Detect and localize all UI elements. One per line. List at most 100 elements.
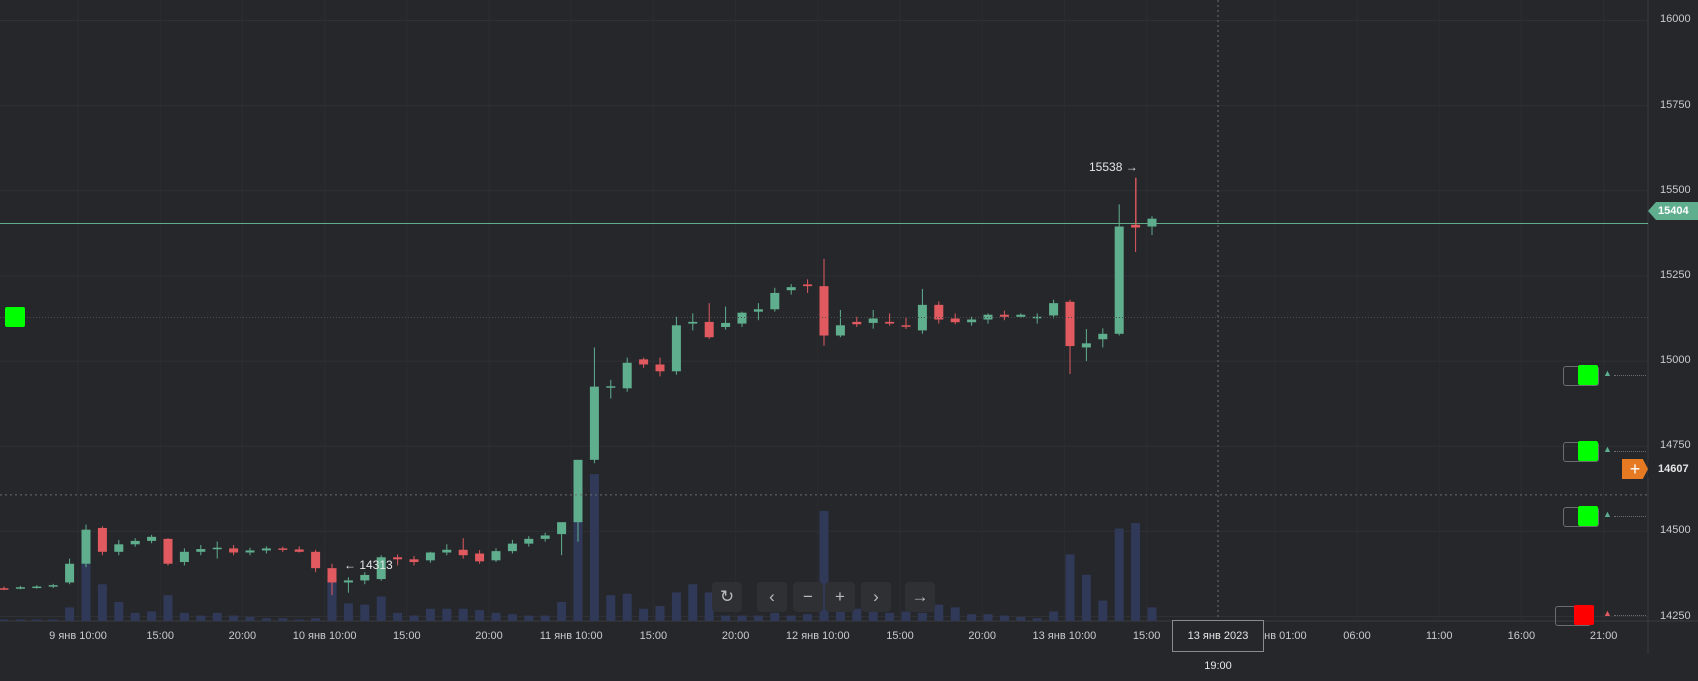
buy-order-marker[interactable] bbox=[1578, 441, 1598, 462]
crosshair-price-tag: 14607 bbox=[1648, 460, 1698, 478]
chevron-right-icon: › bbox=[873, 587, 879, 606]
time-tick-label: 11 янв 10:00 bbox=[539, 630, 603, 642]
chart-canvas[interactable] bbox=[0, 0, 1698, 654]
volume-bar bbox=[655, 606, 665, 621]
lock-icon: ▲ bbox=[1603, 607, 1612, 618]
volume-bar bbox=[360, 604, 370, 621]
candle-body bbox=[688, 321, 698, 324]
candle-body bbox=[212, 547, 222, 550]
grid bbox=[0, 0, 1698, 654]
candle-body bbox=[557, 522, 567, 535]
candle-body bbox=[704, 321, 714, 338]
volume-bar bbox=[737, 615, 747, 621]
candle-body bbox=[835, 325, 845, 336]
volume-bar bbox=[622, 593, 632, 621]
time-tick-label: 06:00 bbox=[1343, 630, 1371, 642]
volume-bar bbox=[343, 603, 353, 621]
volume-bars bbox=[0, 474, 1157, 621]
candle-body bbox=[589, 386, 599, 460]
candle-body bbox=[1147, 218, 1157, 227]
candle-body bbox=[1016, 314, 1026, 317]
candle-body bbox=[425, 552, 435, 561]
volume-bar bbox=[491, 612, 501, 621]
volume-bar bbox=[1131, 523, 1141, 621]
volume-bar bbox=[557, 601, 567, 621]
volume-bar bbox=[179, 612, 189, 621]
scroll-to-latest-button[interactable]: → bbox=[905, 582, 935, 612]
price-tick-label: 16000 bbox=[1660, 13, 1691, 26]
candle-body bbox=[97, 527, 107, 552]
candle-body bbox=[639, 359, 649, 365]
candle-body bbox=[655, 364, 665, 372]
price-tick-label: 15750 bbox=[1660, 98, 1691, 111]
time-tick-label: 20:00 bbox=[228, 630, 257, 642]
volume-bar bbox=[917, 612, 927, 621]
buy-order-marker[interactable] bbox=[1578, 364, 1598, 385]
volume-bar bbox=[868, 607, 878, 621]
candle-body bbox=[393, 557, 403, 560]
volume-bar bbox=[721, 615, 731, 621]
candle-body bbox=[885, 321, 895, 324]
candle-body bbox=[1065, 301, 1075, 347]
candle-body bbox=[1081, 343, 1091, 348]
volume-bar bbox=[81, 553, 91, 621]
scroll-right-button[interactable]: › bbox=[861, 582, 891, 612]
volume-bar bbox=[65, 607, 75, 621]
buy-order-marker[interactable] bbox=[1578, 506, 1598, 527]
price-tick-label: 15250 bbox=[1660, 268, 1691, 281]
candle-body bbox=[524, 538, 534, 544]
price-lines bbox=[0, 0, 1648, 621]
time-tick-label: 20:00 bbox=[721, 630, 750, 642]
candle-body bbox=[442, 549, 452, 553]
time-tick-label: 21:00 bbox=[1589, 630, 1618, 642]
sell-order-marker[interactable] bbox=[1574, 604, 1594, 625]
candle-body bbox=[114, 544, 124, 552]
volume-bar bbox=[540, 615, 550, 621]
volume-bar bbox=[999, 615, 1009, 621]
candle-body bbox=[819, 286, 829, 336]
candle-body bbox=[163, 538, 173, 564]
volume-bar bbox=[704, 592, 714, 621]
volume-bar bbox=[1049, 611, 1059, 621]
volume-bar bbox=[819, 510, 829, 621]
volume-bar bbox=[967, 614, 977, 621]
candle-body bbox=[1114, 226, 1124, 334]
time-tick-label: 16:00 bbox=[1507, 630, 1536, 642]
candles bbox=[0, 177, 1157, 596]
volume-bar bbox=[639, 608, 649, 621]
volume-bar bbox=[573, 512, 583, 621]
volume-bar bbox=[1081, 574, 1091, 621]
time-tick-label: 11:00 bbox=[1425, 630, 1453, 642]
candle-body bbox=[48, 585, 58, 587]
candle-body bbox=[327, 568, 337, 583]
time-tick-label: 15:00 bbox=[639, 630, 668, 642]
candle-body bbox=[229, 548, 239, 553]
volume-bar bbox=[1098, 600, 1108, 621]
price-tick-label: 14750 bbox=[1660, 439, 1691, 452]
volume-bar bbox=[606, 595, 616, 621]
price-tick-label: 14250 bbox=[1660, 609, 1691, 622]
volume-bar bbox=[245, 616, 255, 621]
reset-button[interactable]: ↻ bbox=[712, 582, 742, 612]
candle-body bbox=[999, 314, 1009, 317]
zoom-in-button[interactable]: + bbox=[825, 582, 855, 612]
candle-body bbox=[0, 588, 9, 590]
add-order-button[interactable]: + bbox=[1622, 459, 1648, 479]
scroll-left-button[interactable]: ‹ bbox=[757, 582, 787, 612]
candle-body bbox=[458, 549, 468, 556]
plus-icon: + bbox=[835, 587, 845, 606]
volume-bar bbox=[48, 619, 58, 621]
time-tick-label: 15:00 bbox=[886, 630, 914, 642]
time-tick-label: 15:00 bbox=[393, 630, 421, 642]
candle-body bbox=[376, 557, 386, 580]
candle-body bbox=[507, 543, 517, 552]
buy-order-marker[interactable] bbox=[5, 307, 25, 328]
time-tick-label: 10 янв 10:00 bbox=[292, 630, 357, 642]
zoom-out-button[interactable]: − bbox=[793, 582, 823, 612]
candle-body bbox=[606, 386, 616, 388]
candle-body bbox=[294, 549, 304, 552]
order-leader bbox=[1614, 516, 1646, 518]
volume-bar bbox=[294, 619, 304, 621]
lock-icon: ▲ bbox=[1603, 509, 1612, 520]
candle-body bbox=[311, 551, 321, 569]
